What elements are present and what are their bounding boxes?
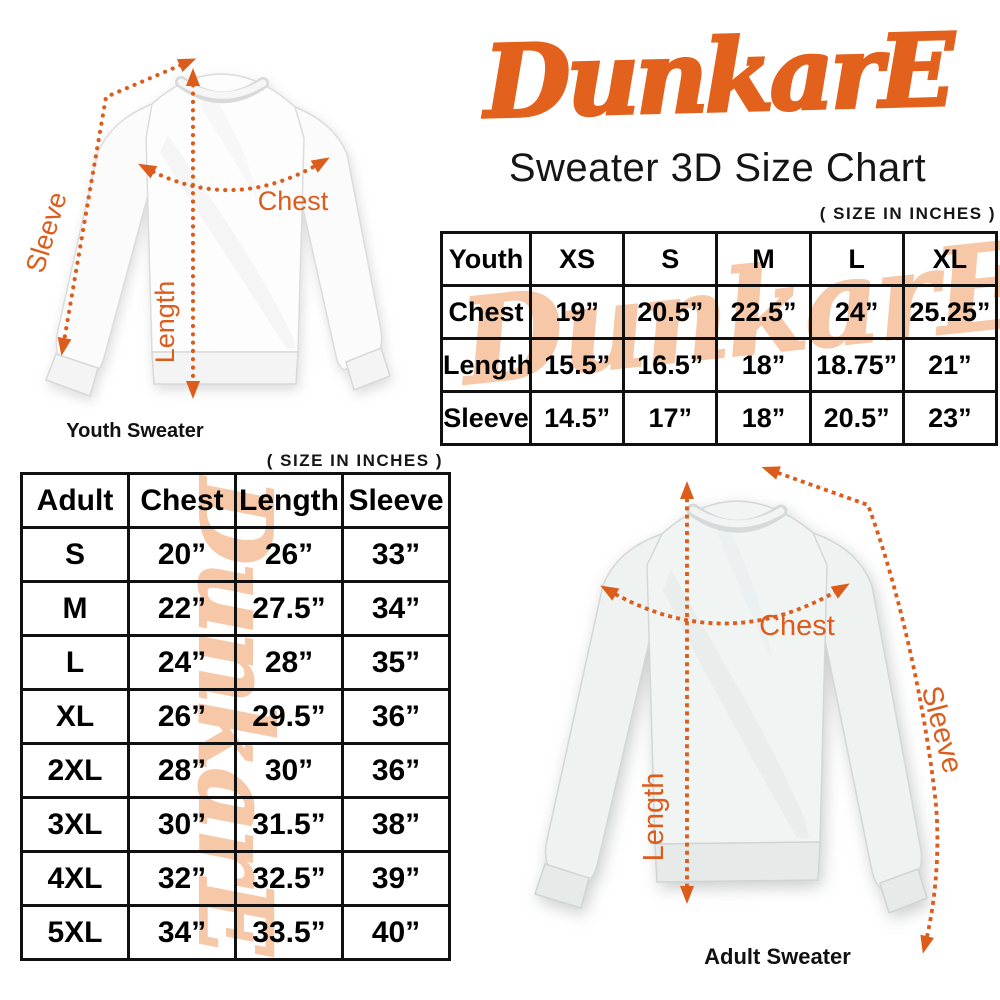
table-row: Length 15.5” 16.5” 18” 18.75” 21” xyxy=(440,337,999,393)
table-row-label: 3XL xyxy=(20,796,130,853)
table-cell: 39” xyxy=(341,850,451,907)
table-cell: 34” xyxy=(341,580,451,637)
table-header-cell: XS xyxy=(528,231,626,287)
table-row-label: 2XL xyxy=(20,742,130,799)
table-cell: 21” xyxy=(901,337,999,393)
table-cell: 18.75” xyxy=(808,337,905,393)
table-header-cell: L xyxy=(808,231,905,287)
table-row-label: S xyxy=(20,526,130,583)
table-row-label: XL xyxy=(20,688,130,745)
table-header-cell: Sleeve xyxy=(341,472,451,529)
table-cell: 24” xyxy=(127,634,237,691)
table-cell: 20.5” xyxy=(622,284,719,340)
table-cell: 26” xyxy=(127,688,237,745)
table-cell: 40” xyxy=(341,904,451,961)
youth-chest-label: Chest xyxy=(258,186,329,216)
youth-sweater-illustration: Sleeve Length Chest xyxy=(20,58,391,399)
brand-logo: DunkarE xyxy=(481,9,954,142)
table-row: 2XL 28” 30” 36” xyxy=(20,742,451,799)
table-header-cell: Youth xyxy=(440,231,532,287)
table-header-cell: M xyxy=(715,231,812,287)
table-cell: 27.5” xyxy=(234,580,344,637)
table-row-label: Sleeve xyxy=(440,390,532,446)
table-cell: 24” xyxy=(808,284,905,340)
adult-sweater-illustration: Chest Length Sleeve xyxy=(534,466,969,954)
table-row: 3XL 30” 31.5” 38” xyxy=(20,796,451,853)
table-cell: 23” xyxy=(901,390,999,446)
table-cell: 15.5” xyxy=(528,337,626,393)
table-cell: 28” xyxy=(127,742,237,799)
adult-sweater-shape xyxy=(534,500,928,914)
youth-sleeve-label: Sleeve xyxy=(20,189,73,277)
table-cell: 18” xyxy=(715,390,812,446)
table-row: M 22” 27.5” 34” xyxy=(20,580,451,637)
table-cell: 16.5” xyxy=(622,337,719,393)
youth-measure-annotations: Sleeve Length Chest xyxy=(20,58,330,399)
table-row-label: L xyxy=(20,634,130,691)
table-cell: 29.5” xyxy=(234,688,344,745)
adult-diagram-caption: Adult Sweater xyxy=(704,944,851,969)
table-row: Sleeve 14.5” 17” 18” 20.5” 23” xyxy=(440,390,999,446)
table-row: Chest 19” 20.5” 22.5” 24” 25.25” xyxy=(440,284,999,340)
table-header-row: Youth XS S M L XL xyxy=(440,231,999,287)
table-header-row: Adult Chest Length Sleeve xyxy=(20,472,451,529)
table-cell: 19” xyxy=(528,284,626,340)
youth-chest-measure-line xyxy=(138,157,330,193)
adult-chest-label: Chest xyxy=(759,610,835,642)
table-cell: 20” xyxy=(127,526,237,583)
table-cell: 36” xyxy=(341,688,451,745)
table-cell: 32.5” xyxy=(234,850,344,907)
table-cell: 17” xyxy=(622,390,719,446)
table-cell: 22” xyxy=(127,580,237,637)
table-row-label: 5XL xyxy=(20,904,130,961)
table-row: S 20” 26” 33” xyxy=(20,526,451,583)
table-row: XL 26” 29.5” 36” xyxy=(20,688,451,745)
table-header-cell: Adult xyxy=(20,472,130,529)
table-row: 4XL 32” 32.5” 39” xyxy=(20,850,451,907)
table-header-cell: Chest xyxy=(127,472,237,529)
table-row-label: 4XL xyxy=(20,850,130,907)
table-cell: 30” xyxy=(234,742,344,799)
table-cell: 33.5” xyxy=(234,904,344,961)
table-cell: 22.5” xyxy=(715,284,812,340)
table-cell: 30” xyxy=(127,796,237,853)
table-cell: 26” xyxy=(234,526,344,583)
table-cell: 35” xyxy=(341,634,451,691)
youth-diagram-caption: Youth Sweater xyxy=(66,420,204,442)
table-cell: 14.5” xyxy=(528,390,626,446)
table-cell: 32” xyxy=(127,850,237,907)
table-cell: 18” xyxy=(715,337,812,393)
table-cell: 20.5” xyxy=(808,390,905,446)
youth-size-note: ( SIZE IN INCHES ) xyxy=(819,204,996,223)
page-title: Sweater 3D Size Chart xyxy=(508,146,927,190)
youth-sweater-shape xyxy=(45,73,391,397)
table-cell: 34” xyxy=(127,904,237,961)
table-header-cell: XL xyxy=(901,231,999,287)
table-row-label: Chest xyxy=(440,284,532,340)
table-cell: 33” xyxy=(341,526,451,583)
youth-length-label: Length xyxy=(150,281,180,364)
table-cell: 31.5” xyxy=(234,796,344,853)
adult-size-table: Adult Chest Length Sleeve S 20” 26” 33” … xyxy=(20,472,451,961)
table-cell: 38” xyxy=(341,796,451,853)
adult-chest-measure-line xyxy=(600,583,850,626)
adult-length-label: Length xyxy=(638,773,670,862)
youth-sleeve-measure-line xyxy=(57,58,197,356)
adult-sleeve-label: Sleeve xyxy=(915,683,969,777)
table-cell: 28” xyxy=(234,634,344,691)
table-row-label: Length xyxy=(440,337,533,393)
table-row: 5XL 34” 33.5” 40” xyxy=(20,904,451,961)
adult-size-note: ( SIZE IN INCHES ) xyxy=(266,451,443,470)
table-cell: 25.25” xyxy=(901,284,999,340)
table-row-label: M xyxy=(20,580,130,637)
table-cell: 36” xyxy=(341,742,451,799)
table-header-cell: S xyxy=(622,231,719,287)
table-row: L 24” 28” 35” xyxy=(20,634,451,691)
youth-size-table: Youth XS S M L XL Chest 19” 20.5” 22.5” … xyxy=(440,231,999,446)
table-header-cell: Length xyxy=(234,472,344,529)
